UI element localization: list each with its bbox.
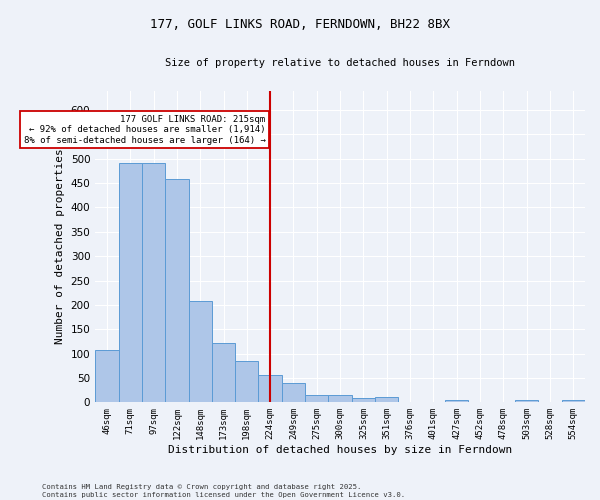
Bar <box>445 400 469 402</box>
Text: Contains HM Land Registry data © Crown copyright and database right 2025.
Contai: Contains HM Land Registry data © Crown c… <box>42 484 405 498</box>
Bar <box>562 400 585 402</box>
Title: Size of property relative to detached houses in Ferndown: Size of property relative to detached ho… <box>165 58 515 68</box>
Bar <box>282 383 305 402</box>
Bar <box>375 397 398 402</box>
Text: 177 GOLF LINKS ROAD: 215sqm
← 92% of detached houses are smaller (1,914)
8% of s: 177 GOLF LINKS ROAD: 215sqm ← 92% of det… <box>23 115 265 144</box>
Bar <box>119 163 142 402</box>
Bar <box>235 362 259 403</box>
Y-axis label: Number of detached properties: Number of detached properties <box>55 148 65 344</box>
Bar <box>142 163 165 402</box>
Bar <box>515 400 538 402</box>
Bar <box>305 395 328 402</box>
Bar <box>212 343 235 402</box>
Bar <box>95 350 119 403</box>
Bar <box>188 301 212 402</box>
Bar <box>259 374 282 402</box>
Bar <box>328 395 352 402</box>
Text: 177, GOLF LINKS ROAD, FERNDOWN, BH22 8BX: 177, GOLF LINKS ROAD, FERNDOWN, BH22 8BX <box>150 18 450 30</box>
Bar <box>352 398 375 402</box>
Bar <box>165 179 188 402</box>
X-axis label: Distribution of detached houses by size in Ferndown: Distribution of detached houses by size … <box>168 445 512 455</box>
